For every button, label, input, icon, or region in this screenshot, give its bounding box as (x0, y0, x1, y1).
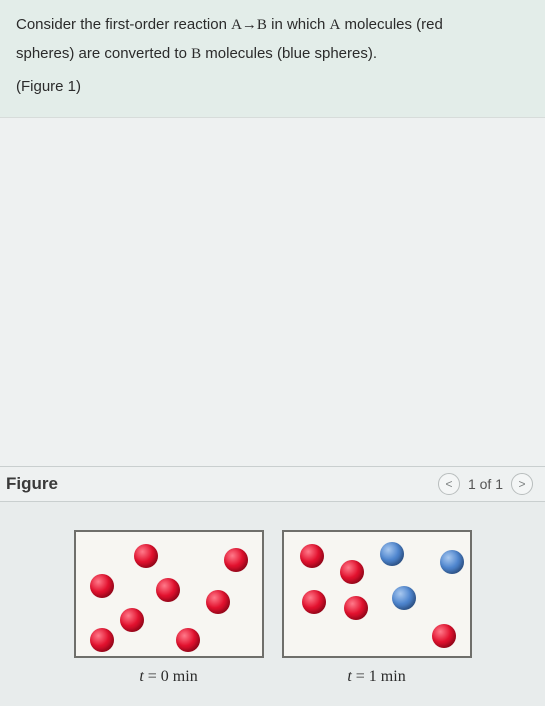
red-sphere (224, 548, 248, 572)
red-sphere (90, 574, 114, 598)
question-text: Consider the first-order reaction A→B in… (0, 0, 545, 118)
figure-header: Figure < 1 of 1 > (0, 466, 545, 502)
caption-eq: = 0 (144, 668, 173, 685)
question-line-1: Consider the first-order reaction A→B in… (16, 14, 529, 37)
red-sphere (340, 560, 364, 584)
molecule-box-t0 (74, 530, 264, 658)
content-area (0, 118, 545, 466)
caption-unit: min (173, 668, 198, 685)
text-fragment: molecules (blue spheres). (201, 45, 377, 62)
red-sphere (176, 628, 200, 652)
caption-t1: t = 1 min (282, 668, 472, 686)
caption-unit: min (381, 668, 406, 685)
text-fragment: Consider the first-order reaction (16, 16, 231, 33)
red-sphere (156, 578, 180, 602)
page: Consider the first-order reaction A→B in… (0, 0, 545, 700)
blue-sphere (380, 542, 404, 566)
molecule-a-symbol: A (329, 17, 340, 33)
red-sphere (120, 608, 144, 632)
molecule-box-t1 (282, 530, 472, 658)
question-line-2: spheres) are converted to B molecules (b… (16, 43, 529, 66)
red-sphere (206, 590, 230, 614)
reaction-expression: A→B (231, 17, 267, 33)
text-fragment: in which (267, 16, 330, 33)
figure-counter: 1 of 1 (468, 476, 503, 492)
molecule-b-symbol: B (191, 46, 201, 62)
figure-nav: < 1 of 1 > (438, 473, 533, 495)
prev-figure-button[interactable]: < (438, 473, 460, 495)
caption-eq: = 1 (352, 668, 381, 685)
panel-t1: t = 1 min (282, 530, 472, 686)
red-sphere (90, 628, 114, 652)
figure-title: Figure (6, 474, 58, 494)
red-sphere (134, 544, 158, 568)
blue-sphere (392, 586, 416, 610)
figure-reference: (Figure 1) (16, 76, 529, 98)
red-sphere (302, 590, 326, 614)
red-sphere (300, 544, 324, 568)
chevron-right-icon: > (518, 477, 525, 491)
chevron-left-icon: < (445, 477, 452, 491)
next-figure-button[interactable]: > (511, 473, 533, 495)
figure-area: t = 0 min t = 1 min (0, 502, 545, 706)
caption-t0: t = 0 min (74, 668, 264, 686)
red-sphere (344, 596, 368, 620)
text-fragment: spheres) are converted to (16, 45, 191, 62)
text-fragment: molecules (red (340, 16, 443, 33)
blue-sphere (440, 550, 464, 574)
red-sphere (432, 624, 456, 648)
panel-t0: t = 0 min (74, 530, 264, 686)
